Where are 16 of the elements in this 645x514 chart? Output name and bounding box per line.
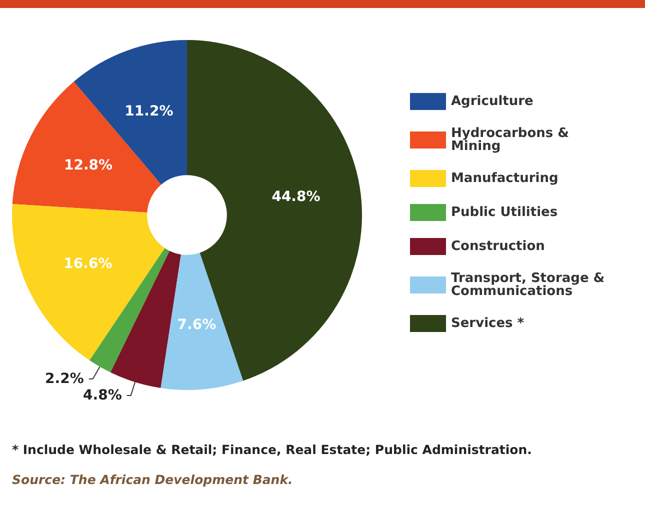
legend-label: Transport, Storage & Communications — [451, 271, 610, 299]
data-label: 2.2% — [45, 370, 84, 387]
legend-label: Public Utilities — [451, 205, 558, 220]
legend-label: Manufacturing — [451, 171, 558, 186]
data-label: 16.6% — [64, 256, 112, 272]
source-note: Source: The African Development Bank. — [12, 472, 293, 487]
data-label: 12.8% — [64, 157, 113, 174]
data-label: 7.6% — [177, 317, 216, 334]
legend-label: Hydrocarbons & Mining — [451, 126, 574, 154]
data-label: 11.2% — [124, 103, 174, 120]
legend-label: Construction — [451, 239, 545, 254]
data-label: 44.8% — [272, 189, 320, 206]
legend-label: Services * — [451, 316, 524, 331]
text: * Include Wholesale & Retail; Finance, Real Estate; Public Administration. — [12, 442, 532, 457]
data-label: 4.8% — [83, 387, 122, 404]
legend-label: Agriculture — [451, 94, 534, 109]
